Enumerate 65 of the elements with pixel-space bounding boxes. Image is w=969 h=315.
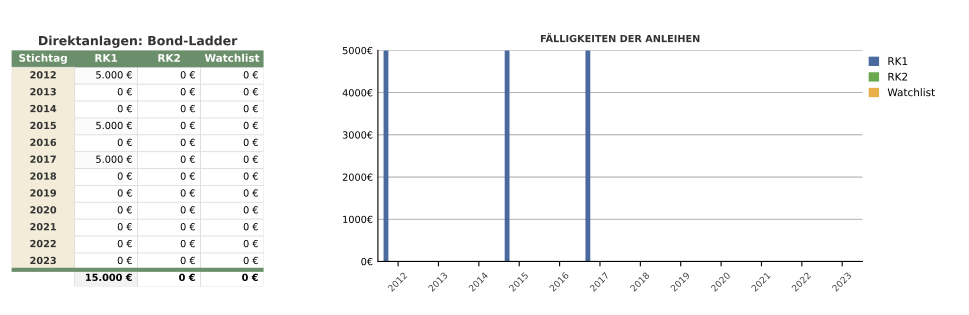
y-tick-label: 2023 — [30, 256, 56, 264]
data-label: 15.000 € — [86, 274, 132, 282]
data-label: 0 € — [180, 206, 195, 214]
data-label: 0 € — [180, 138, 195, 146]
data-label: 0 € — [118, 189, 132, 197]
y-tick-label: 3000€ — [342, 131, 372, 139]
data-label: 0 € — [244, 206, 258, 214]
y-tick-label: 2018 — [30, 172, 56, 180]
data-label: 0 € — [118, 256, 132, 264]
y-tick-label: 2016 — [30, 138, 56, 146]
data-label: 5.000 € — [96, 122, 132, 130]
chart-title: Direktanlagen: Bond-Ladder — [39, 36, 238, 48]
data-label: 0 € — [180, 71, 195, 79]
data-label: 0 € — [244, 71, 258, 79]
y-tick-label: 5000€ — [342, 46, 372, 54]
y-tick-label: 2021 — [30, 223, 56, 230]
y-tick-label: 2015 — [30, 122, 56, 130]
data-label: 5.000 € — [96, 156, 132, 163]
data-label: 0 € — [118, 104, 132, 112]
data-label: 0 € — [180, 240, 195, 248]
y-tick-label: 2013 — [30, 88, 56, 96]
data-label: 0 € — [118, 240, 132, 248]
y-tick-label: 2000€ — [342, 174, 372, 181]
data-label: 0 € — [180, 189, 195, 197]
x-tick-label: RK2 — [158, 54, 180, 62]
data-label: 0 € — [244, 240, 258, 248]
data-label: 0 € — [180, 156, 195, 163]
data-label: 0 € — [180, 122, 195, 130]
y-axis-title: Stichtag — [19, 54, 67, 64]
y-tick-label: 2017 — [30, 156, 56, 163]
y-tick-label: 2020 — [30, 206, 56, 214]
data-label: 0 € — [244, 256, 258, 264]
data-label: 0 € — [180, 223, 195, 230]
data-label: 0 € — [244, 104, 258, 112]
legend-label: RK2 — [888, 72, 908, 80]
data-label: 0 € — [118, 138, 132, 146]
data-label: 0 € — [118, 172, 132, 180]
data-label: 0 € — [244, 138, 258, 146]
data-label: 0 € — [180, 256, 195, 264]
data-label: 0 € — [242, 274, 258, 282]
data-label: 0 € — [244, 88, 258, 96]
data-label: 0 € — [118, 223, 132, 230]
data-label: 0 € — [180, 172, 195, 180]
data-label: 0 € — [244, 223, 258, 230]
y-tick-label: 2019 — [30, 189, 56, 197]
data-label: 5.000 € — [96, 71, 132, 79]
y-tick-label: 2022 — [30, 240, 56, 248]
data-label: 0 € — [118, 206, 132, 214]
data-label: 0 € — [244, 122, 258, 130]
data-label: 0 € — [179, 274, 195, 282]
y-tick-label: 1000€ — [343, 216, 372, 224]
x-tick-label: Watchlist — [204, 54, 260, 62]
y-tick-label: 2012 — [30, 71, 56, 79]
data-label: 0 € — [118, 88, 132, 96]
legend-label: Watchlist — [888, 88, 935, 96]
y-tick-label: 4000€ — [342, 89, 372, 96]
y-tick-label: 0€ — [361, 258, 372, 266]
data-label: 0 € — [180, 88, 195, 96]
data-label: 0 € — [244, 189, 258, 197]
data-label: 0 € — [180, 104, 195, 112]
x-tick-label: RK1 — [95, 54, 118, 62]
data-label: 0 € — [244, 172, 258, 180]
y-tick-label: 2014 — [30, 104, 56, 112]
chart-title: FÄLLIGKEITEN DER ANLEIHEN — [540, 33, 700, 42]
data-label: 0 € — [244, 156, 258, 163]
